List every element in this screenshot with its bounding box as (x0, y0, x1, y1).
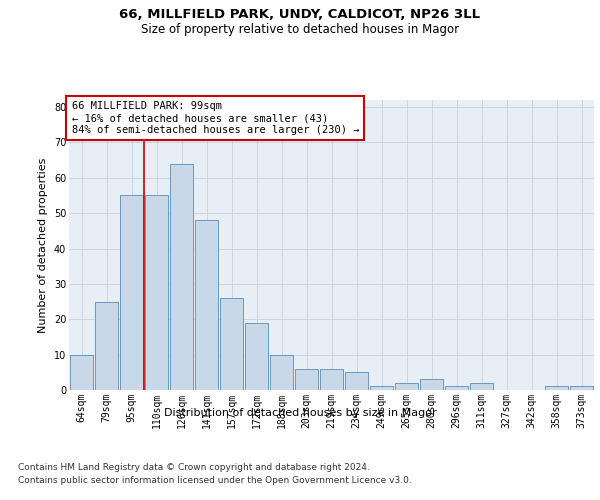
Bar (320, 369, 343, 390)
Bar (420, 380, 443, 390)
Bar (270, 354, 293, 390)
Bar (445, 386, 468, 390)
Text: Contains public sector information licensed under the Open Government Licence v3: Contains public sector information licen… (18, 476, 412, 485)
Text: Contains HM Land Registry data © Crown copyright and database right 2024.: Contains HM Land Registry data © Crown c… (18, 462, 370, 471)
Bar (95, 302, 118, 390)
Bar (170, 164, 193, 390)
Text: Size of property relative to detached houses in Magor: Size of property relative to detached ho… (141, 22, 459, 36)
Text: Distribution of detached houses by size in Magor: Distribution of detached houses by size … (164, 408, 436, 418)
Bar (470, 383, 493, 390)
Bar (545, 386, 568, 390)
Text: 66, MILLFIELD PARK, UNDY, CALDICOT, NP26 3LL: 66, MILLFIELD PARK, UNDY, CALDICOT, NP26… (119, 8, 481, 20)
Bar (395, 383, 418, 390)
Bar (145, 196, 168, 390)
Y-axis label: Number of detached properties: Number of detached properties (38, 158, 48, 332)
Bar (370, 386, 393, 390)
Bar (570, 386, 593, 390)
Bar (220, 298, 243, 390)
Bar (245, 323, 268, 390)
Bar (295, 369, 318, 390)
Text: 66 MILLFIELD PARK: 99sqm
← 16% of detached houses are smaller (43)
84% of semi-d: 66 MILLFIELD PARK: 99sqm ← 16% of detach… (71, 102, 359, 134)
Bar (120, 196, 143, 390)
Bar (70, 354, 93, 390)
Bar (345, 372, 368, 390)
Bar (195, 220, 218, 390)
